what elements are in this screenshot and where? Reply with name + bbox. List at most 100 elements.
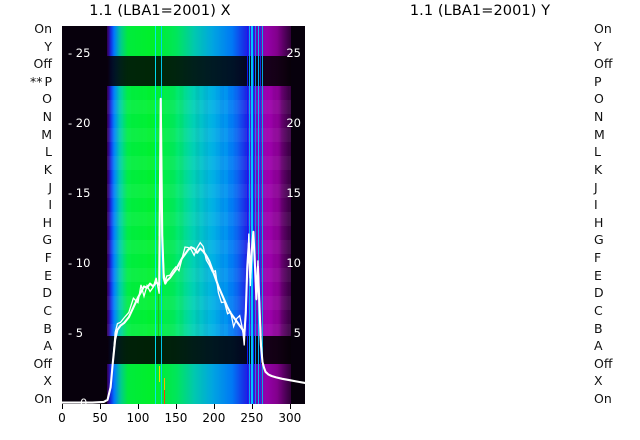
category-label-text: F bbox=[44, 250, 52, 266]
category-axis-right: On Y Off P O N M L K J I H G F E D C B A Off X On bbox=[586, 21, 640, 406]
category-label-text: E bbox=[594, 267, 602, 283]
spectral-feature-line bbox=[246, 26, 249, 404]
category-label-g: G bbox=[594, 234, 604, 247]
category-label-text: C bbox=[594, 302, 603, 318]
category-label-on: On bbox=[34, 391, 52, 406]
category-label-y: Y bbox=[594, 38, 602, 54]
category-label-text: B bbox=[43, 320, 52, 336]
category-label-p: ** P bbox=[29, 73, 52, 89]
category-label-text: L bbox=[594, 144, 601, 160]
category-label-text: On bbox=[594, 21, 612, 36]
category-label-off: Off bbox=[594, 57, 612, 71]
category-label-a: A bbox=[43, 338, 52, 354]
category-label-text: M bbox=[594, 126, 605, 142]
category-label-h: H bbox=[594, 214, 604, 230]
y-tick-label-inner: - 10 bbox=[68, 256, 91, 270]
category-label-i: I bbox=[48, 197, 52, 213]
spectral-feature-line bbox=[251, 26, 253, 404]
x-axis-tick-label: 200 bbox=[202, 411, 226, 425]
category-label-text: X bbox=[43, 373, 52, 389]
profile-curve-layer bbox=[62, 97, 305, 404]
category-flag-marker: ** bbox=[29, 73, 43, 89]
x-axis-tick-label: 100 bbox=[126, 411, 150, 425]
category-label-m: M bbox=[594, 126, 605, 142]
category-label-text: X bbox=[594, 373, 603, 389]
category-label-text: On bbox=[34, 391, 52, 406]
y-tick-label-outer: 15 bbox=[286, 186, 301, 200]
spectral-feature-line bbox=[262, 26, 264, 404]
category-label-text: C bbox=[43, 302, 52, 318]
category-label-on: On bbox=[594, 391, 612, 406]
x-axis-tick bbox=[99, 404, 101, 409]
category-label-text: O bbox=[594, 91, 604, 107]
spectral-feature-line bbox=[260, 26, 262, 404]
panel-x: 1.1 (LBA1=2001) X - 25 - 20 - 15 - 10 - 5 0 25… bbox=[58, 3, 305, 425]
y-tick-label-inner: - 25 bbox=[68, 46, 91, 60]
category-label-n: N bbox=[42, 109, 52, 125]
category-label-text: J bbox=[48, 179, 52, 195]
category-label-b: B bbox=[594, 320, 603, 336]
category-label-text: I bbox=[48, 197, 52, 213]
x-axis-tick-label: 300 bbox=[278, 411, 302, 425]
category-label-on: On bbox=[594, 21, 612, 36]
plot-area-x[interactable]: - 25 - 20 - 15 - 10 - 5 0 25 20 15 10 5 bbox=[62, 26, 305, 404]
panel-y: 1.1 (LBA1=2001) Y - 25- 20- 15- 10- 5025… bbox=[320, 0, 640, 440]
category-label-text: I bbox=[594, 197, 598, 213]
category-label-f: F bbox=[594, 250, 602, 266]
category-label-text: D bbox=[42, 285, 52, 301]
panel-x-title: 1.1 (LBA1=2001) X bbox=[89, 3, 231, 19]
category-label-h: H bbox=[43, 216, 52, 230]
category-label-c: C bbox=[43, 302, 52, 318]
y-tick-label-outer: 20 bbox=[286, 116, 301, 130]
category-label-text: A bbox=[43, 338, 52, 354]
spectral-feature-line bbox=[249, 26, 251, 404]
category-label-j: J bbox=[48, 179, 52, 195]
y-tick-label-outer: 5 bbox=[293, 326, 301, 340]
category-label-text: N bbox=[42, 109, 52, 125]
category-label-a: A bbox=[594, 338, 603, 354]
category-label-g: G bbox=[42, 234, 52, 247]
y-tick-label-inner: - 20 bbox=[68, 116, 91, 130]
x-axis-tick-label: 0 bbox=[58, 411, 66, 425]
category-label-text: Y bbox=[44, 38, 52, 54]
category-label-text: Off bbox=[33, 56, 52, 72]
category-label-text: F bbox=[594, 250, 602, 266]
category-label-text: E bbox=[44, 267, 52, 283]
spectral-feature-line bbox=[255, 26, 257, 404]
x-axis-tick-label: 50 bbox=[92, 411, 108, 425]
category-axis-left: On Y Off ** P O N M L K J I H G F E D C B A Off X On bbox=[0, 22, 58, 406]
category-label-m: M bbox=[41, 126, 52, 142]
category-label-text: On bbox=[594, 391, 612, 406]
category-label-y: Y bbox=[44, 38, 52, 54]
category-label-o: O bbox=[594, 93, 604, 106]
category-label-o: O bbox=[42, 93, 52, 106]
category-label-text: M bbox=[41, 126, 52, 142]
x-axis-tick-label: 250 bbox=[240, 411, 264, 425]
spectral-feature-line bbox=[257, 26, 259, 404]
category-label-f: F bbox=[44, 250, 52, 266]
x-axis-tick bbox=[137, 404, 139, 409]
category-label-k: K bbox=[594, 163, 602, 177]
category-label-text: A bbox=[594, 338, 603, 354]
category-label-d: D bbox=[594, 287, 604, 300]
x-axis-tick bbox=[62, 404, 63, 409]
category-label-text: G bbox=[42, 232, 52, 248]
y-tick-label-inner: 0 bbox=[80, 396, 88, 404]
category-label-text: Y bbox=[594, 38, 602, 54]
category-label-e: E bbox=[44, 267, 52, 283]
category-label-c: C bbox=[594, 302, 603, 318]
x-axis-tick bbox=[175, 404, 177, 409]
category-label-text: H bbox=[594, 214, 604, 230]
x-axis-tick bbox=[213, 404, 215, 409]
spectral-feature-line bbox=[253, 26, 255, 404]
category-label-text: B bbox=[594, 320, 603, 336]
category-label-l: L bbox=[45, 146, 52, 159]
x-axis-tick-label: 150 bbox=[164, 411, 188, 425]
category-label-off: Off bbox=[33, 56, 52, 72]
category-label-p: P bbox=[594, 75, 602, 89]
category-label-on: On bbox=[34, 22, 52, 36]
right-dead-zone bbox=[290, 26, 305, 404]
category-label-off: Off bbox=[594, 357, 612, 371]
y-tick-label-outer: 10 bbox=[286, 256, 301, 270]
